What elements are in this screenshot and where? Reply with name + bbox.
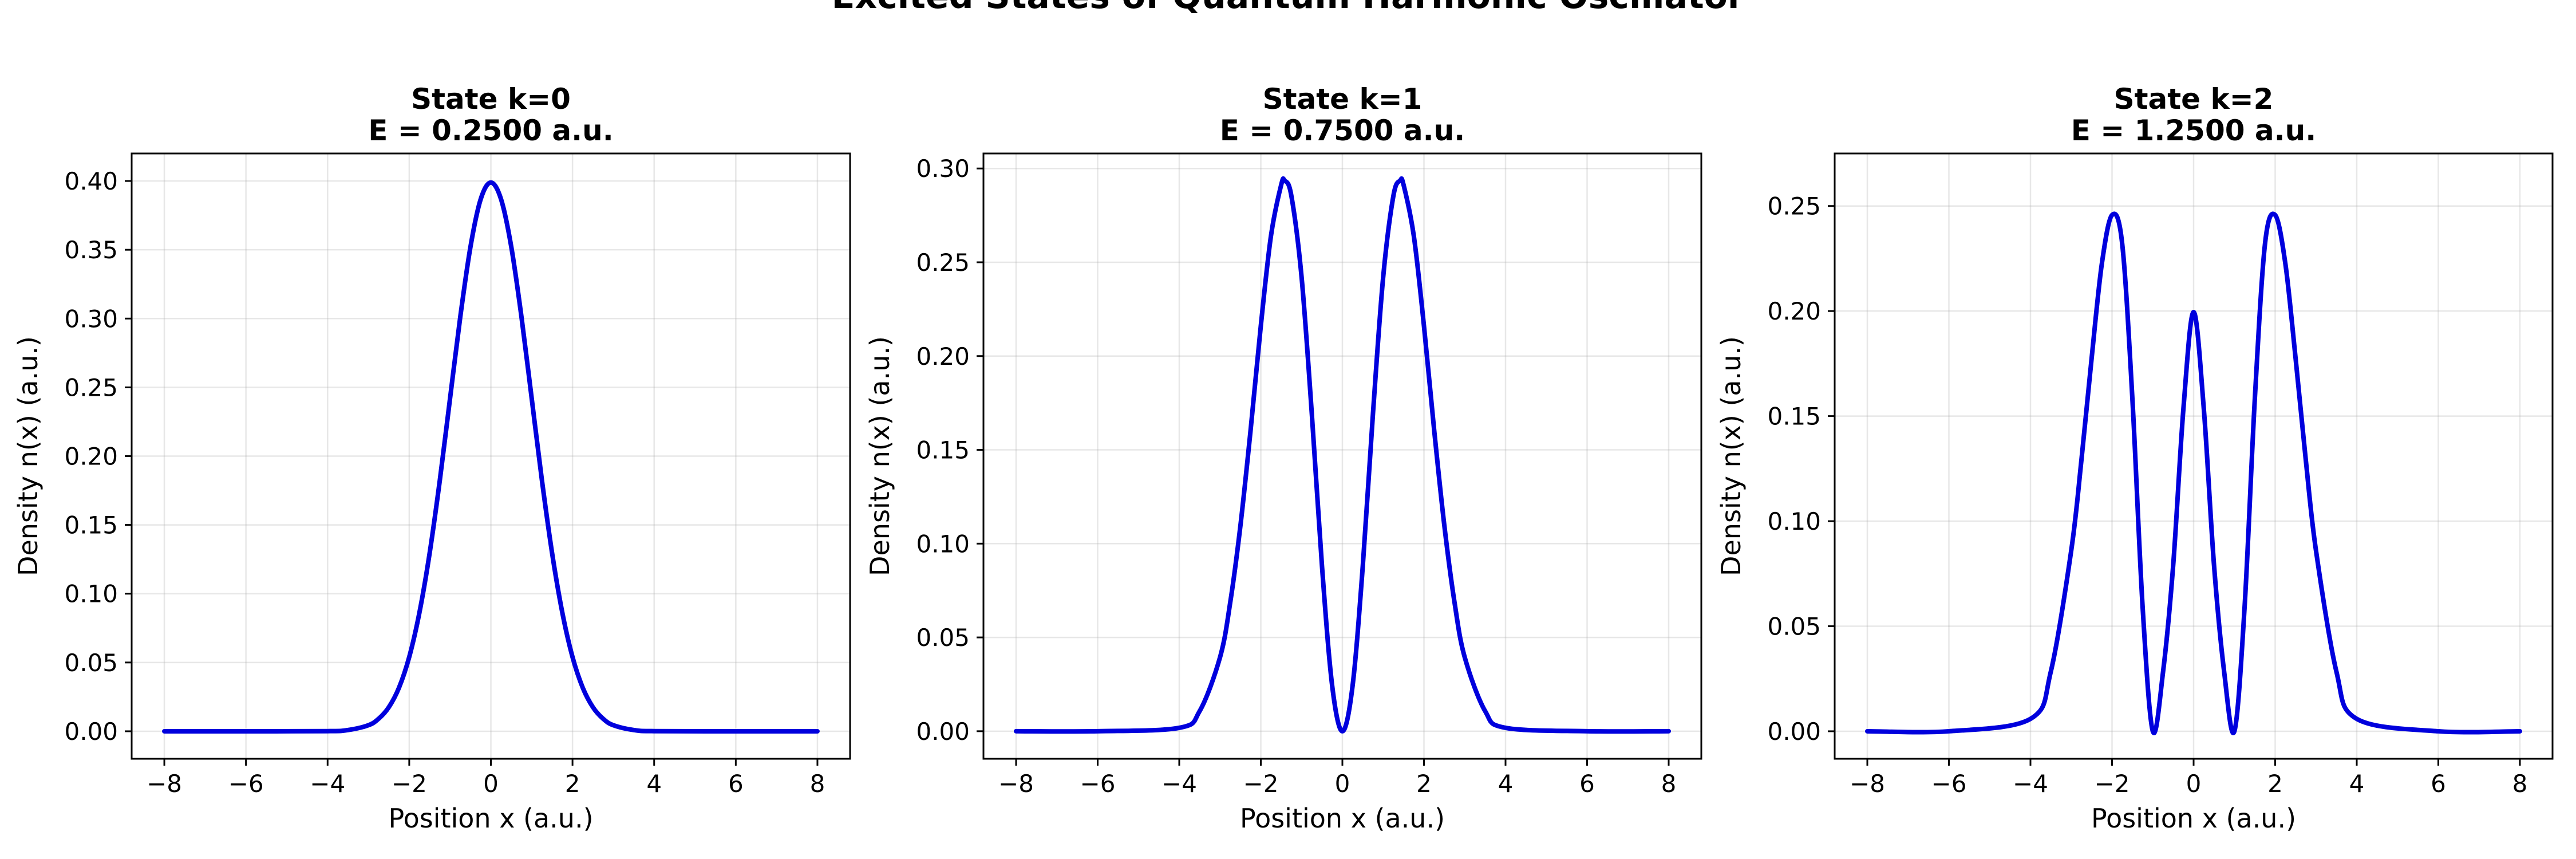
x-tick-label: −8 xyxy=(1850,770,1885,798)
x-axis-label: Position x (a.u.) xyxy=(2091,803,2296,834)
y-tick-label: 0.20 xyxy=(916,342,970,371)
panel-title-state: State k=0 xyxy=(411,82,571,116)
subplot-1: −8 −6 −4 −2 0 2 4 6 8 0.00 0.05 0.10 0.15 0.20 0.25 0.3… xyxy=(864,82,1702,834)
subplot-2: −8 −6 −4 −2 0 2 4 6 8 0.00 0.05 0.10 0.15 0.20 0.25 Pos… xyxy=(1716,82,2554,834)
y-axis-label: Density n(x) (a.u.) xyxy=(1716,336,1747,576)
x-tick-label: −4 xyxy=(310,770,345,798)
x-tick-label: 2 xyxy=(2267,770,2283,798)
y-tick-label: 0.05 xyxy=(64,649,118,677)
x-tick-label: −6 xyxy=(1931,770,1967,798)
y-tick-label: 0.05 xyxy=(916,624,970,652)
x-tick-label: −8 xyxy=(147,770,182,798)
y-tick-label: 0.30 xyxy=(64,305,118,333)
y-tick-label: 0.15 xyxy=(1767,403,1821,431)
subplot-0: −8 −6 −4 −2 0 2 4 6 8 0.00 0.05 0.10 0.15 0.20 0.25 0.3… xyxy=(13,82,851,834)
y-axis-label: Density n(x) (a.u.) xyxy=(864,336,895,576)
y-tick-label: 0.10 xyxy=(1767,507,1821,535)
y-tick-label: 0.00 xyxy=(64,718,118,746)
y-tick-label: 0.10 xyxy=(64,580,118,608)
y-tick-label: 0.35 xyxy=(64,236,118,264)
x-tick-label: 8 xyxy=(810,770,825,798)
y-tick-label: 0.15 xyxy=(916,436,970,464)
x-tick-label: 6 xyxy=(1579,770,1595,798)
x-tick-label: 6 xyxy=(728,770,744,798)
x-tick-label: −8 xyxy=(998,770,1034,798)
y-tick-label: 0.20 xyxy=(64,443,118,471)
y-tick-label: 0.25 xyxy=(1767,192,1821,220)
y-tick-label: 0.25 xyxy=(916,249,970,277)
x-tick-label: −4 xyxy=(1161,770,1197,798)
y-tick-label: 0.00 xyxy=(916,718,970,746)
x-tick-label: 2 xyxy=(565,770,580,798)
x-tick-label: 8 xyxy=(1661,770,1677,798)
x-tick-label: 4 xyxy=(646,770,662,798)
plots-area: −8 −6 −4 −2 0 2 4 6 8 0.00 0.05 0.10 0.15 0.20 0.25 0.3… xyxy=(13,82,2554,834)
x-tick-label: 0 xyxy=(1335,770,1350,798)
x-tick-label: 0 xyxy=(483,770,499,798)
panel-title-energy: E = 1.2500 a.u. xyxy=(2071,114,2317,147)
panel-title-energy: E = 0.7500 a.u. xyxy=(1220,114,1465,147)
x-tick-label: 2 xyxy=(1416,770,1432,798)
x-tick-label: 8 xyxy=(2512,770,2528,798)
x-tick-label: −6 xyxy=(1080,770,1116,798)
x-axis-label: Position x (a.u.) xyxy=(1240,803,1445,834)
grid-lines xyxy=(983,153,1701,759)
x-tick-label: 4 xyxy=(2349,770,2365,798)
x-tick-label: 4 xyxy=(1498,770,1514,798)
x-tick-label: −6 xyxy=(228,770,264,798)
x-tick-label: −2 xyxy=(1243,770,1279,798)
grid-lines xyxy=(1835,153,2553,759)
x-tick-label: 0 xyxy=(2186,770,2202,798)
y-tick-label: 0.25 xyxy=(64,373,118,401)
x-axis-label: Position x (a.u.) xyxy=(388,803,593,834)
y-tick-label: 0.30 xyxy=(916,155,970,183)
density-curve xyxy=(1014,176,1671,734)
x-tick-label: −4 xyxy=(2013,770,2048,798)
y-tick-label: 0.00 xyxy=(1767,718,1821,746)
x-tick-label: −2 xyxy=(392,770,427,798)
figure-title: Excited States of Quantum Harmonic Oscil… xyxy=(831,0,1744,17)
y-tick-label: 0.05 xyxy=(1767,612,1821,640)
y-tick-label: 0.20 xyxy=(1767,297,1821,325)
y-tick-label: 0.15 xyxy=(64,511,118,539)
density-curve xyxy=(1865,211,2522,735)
x-tick-label: 6 xyxy=(2431,770,2446,798)
x-tick-label: −2 xyxy=(2095,770,2130,798)
grid-lines xyxy=(132,153,850,759)
y-tick-label: 0.10 xyxy=(916,530,970,558)
y-tick-label: 0.40 xyxy=(64,167,118,195)
density-curve xyxy=(162,180,820,734)
panel-title-state: State k=2 xyxy=(2114,82,2274,116)
panel-title-energy: E = 0.2500 a.u. xyxy=(368,114,614,147)
panel-title-state: State k=1 xyxy=(1263,82,1423,116)
y-axis-label: Density n(x) (a.u.) xyxy=(13,336,44,576)
